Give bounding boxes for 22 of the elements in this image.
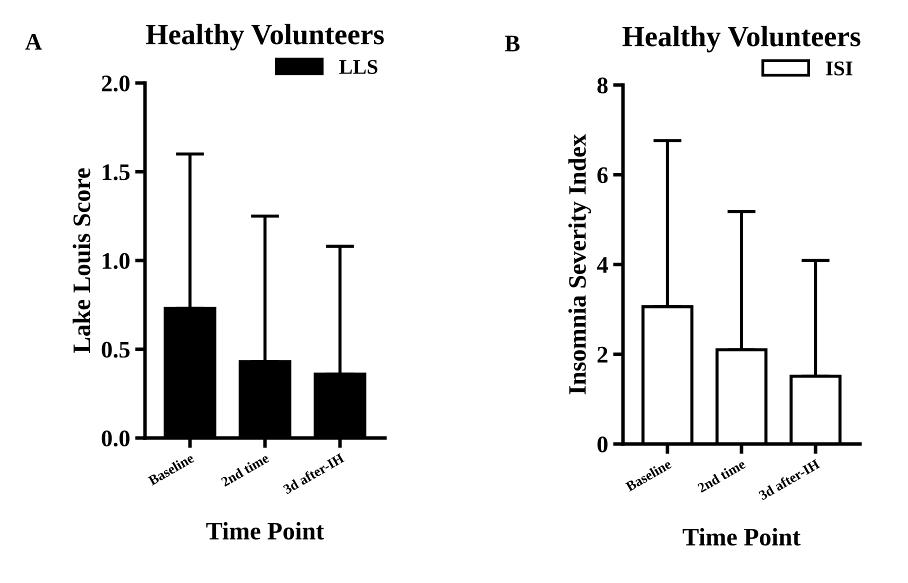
y-tick-label: 4 [596, 257, 608, 273]
text: B [504, 36, 520, 52]
y-tick-label: 0 [598, 436, 608, 452]
y-tick-label: 2.0 [102, 75, 130, 92]
x-axis-title: Time Point [206, 522, 324, 540]
y-axis-title: Lake Louis Score [72, 168, 90, 353]
text: A [25, 34, 42, 50]
y-axis-title: Insomnia Severity Index [568, 134, 592, 394]
legend-label: LLS [339, 60, 378, 74]
x-axis-title: Time Point [682, 528, 801, 546]
y-tick-label: 0.5 [102, 342, 130, 358]
y-tick-label: 0.0 [102, 430, 130, 447]
x-tick-label: 2nd time [220, 452, 270, 487]
y-tick-label: 2 [598, 346, 608, 362]
legend-label: ISI [826, 61, 852, 76]
y-tick-label: 6 [597, 167, 608, 184]
y-tick-label: 1.0 [102, 252, 130, 270]
chart-title: Healthy Volunteers [146, 24, 384, 50]
y-tick-label: 1.5 [102, 164, 130, 180]
chart-title: Healthy Volunteers [622, 26, 860, 52]
x-tick-label: 2nd time [696, 458, 746, 493]
y-tick-label: 8 [597, 77, 608, 94]
